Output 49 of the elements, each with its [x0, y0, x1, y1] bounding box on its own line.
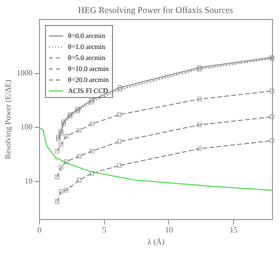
point: [76, 106, 80, 112]
point: [58, 131, 64, 136]
point: [197, 96, 202, 102]
point: [118, 85, 122, 90]
chart-title: HEG Resolving Power for Offaxis Sources: [78, 5, 234, 15]
point: [56, 134, 61, 140]
point: [270, 114, 274, 120]
x-tick-label: 15: [230, 226, 238, 234]
point: [64, 134, 68, 138]
point: [76, 128, 82, 133]
y-tick-label: 1000: [16, 68, 32, 78]
point: [56, 136, 61, 142]
point: [54, 174, 60, 180]
point: [58, 142, 64, 148]
x-axis-title: λ (Å): [148, 238, 165, 246]
x-tick-label: 5: [102, 226, 106, 234]
point: [76, 154, 82, 158]
point: [61, 122, 66, 126]
point: [118, 87, 122, 92]
point: [89, 100, 94, 104]
point: [116, 163, 122, 168]
point: [64, 188, 68, 193]
x-tick-label: 0: [38, 226, 42, 234]
point: [64, 159, 68, 164]
y-tick-label: 100: [20, 122, 32, 132]
point: [89, 98, 94, 102]
y-tick-label: 10: [24, 176, 32, 186]
x-tick-label: 10: [164, 226, 173, 234]
point: [54, 148, 60, 154]
point: [197, 122, 202, 128]
point: [58, 129, 64, 134]
point: [76, 178, 82, 182]
point: [68, 114, 72, 119]
point: [197, 146, 202, 151]
point: [116, 139, 122, 144]
point: [270, 138, 274, 144]
point: [54, 199, 60, 204]
point: [90, 122, 94, 126]
point: [61, 119, 66, 124]
point: [58, 189, 64, 194]
y-axis-title: Resolving Power (E/ΔE): [4, 79, 12, 160]
point: [76, 108, 80, 114]
point: [90, 171, 94, 176]
point: [68, 112, 72, 117]
point: [270, 88, 274, 94]
line-series: [40, 128, 272, 191]
point: [90, 148, 94, 154]
point: [116, 112, 122, 117]
point: [58, 165, 64, 170]
